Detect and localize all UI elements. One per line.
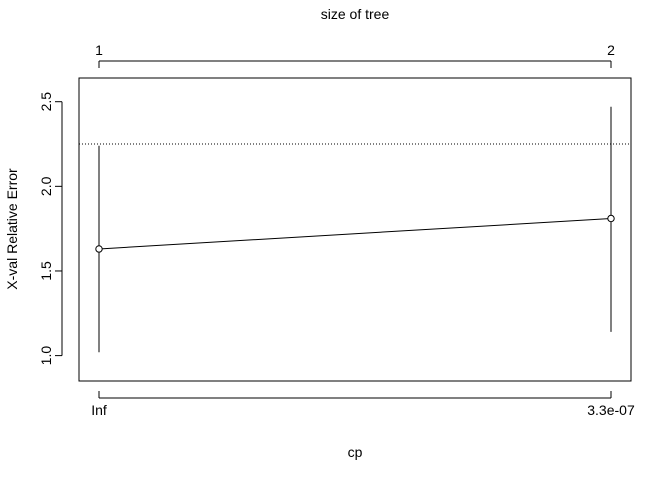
series-line (98, 217, 612, 250)
x-tick-label: 3.3e-07 (587, 402, 635, 418)
plot-frame (78, 77, 632, 382)
x-axis-bottom: Inf 3.3e-07 (91, 391, 635, 418)
top-axis-title: size of tree (321, 6, 390, 22)
y-axis-title: X-val Relative Error (4, 168, 20, 290)
top-tick-label: 2 (607, 42, 615, 58)
x-tick-label: Inf (91, 402, 107, 418)
y-tick-label: 2.0 (38, 176, 54, 196)
y-tick-label: 1.5 (38, 261, 54, 281)
data-point (607, 214, 615, 223)
y-tick-label: 1.0 (38, 346, 54, 366)
data-marks (79, 106, 631, 353)
top-tick-label: 1 (95, 42, 103, 58)
y-tick-label: 2.5 (38, 92, 54, 112)
data-point (95, 245, 103, 253)
x-axis-title: cp (348, 444, 363, 460)
y-axis: 1.0 1.5 2.0 2.5 (38, 92, 63, 366)
